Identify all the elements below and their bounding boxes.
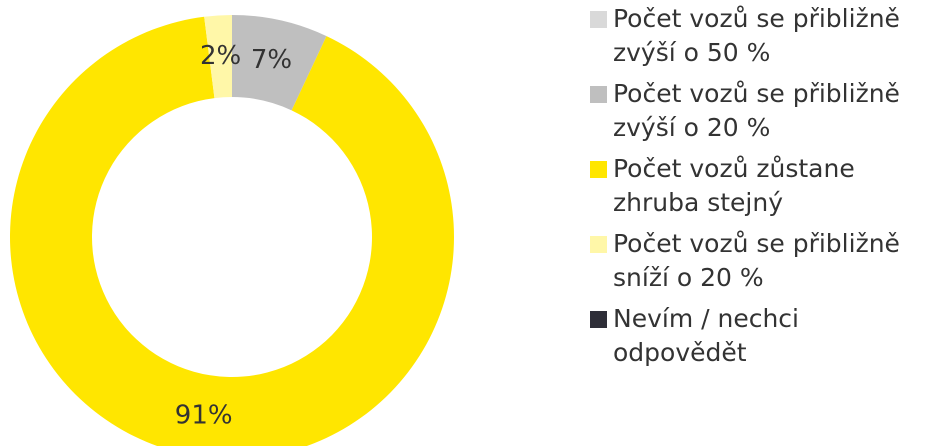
slice [204,15,232,99]
data-label: 91% [175,400,233,430]
legend-item: Počet vozů zůstane zhruba stejný [590,152,925,220]
data-label: 2% [200,41,241,71]
slice [10,16,454,446]
legend-label: Nevím / nechci odpovědět [613,304,799,367]
legend-swatch [590,11,607,28]
legend-label: Počet vozů se přibližně zvýší o 20 % [613,79,900,142]
slice [232,15,327,111]
legend-swatch [590,236,607,253]
donut: 7% 91% 2% [10,15,454,446]
legend-swatch [590,161,607,178]
legend-item: Počet vozů se přibližně zvýší o 20 % [590,77,925,145]
legend-item: Počet vozů se přibližně zvýší o 50 % [590,2,925,70]
legend-item: Počet vozů se přibližně sníží o 20 % [590,227,925,295]
legend-item: Nevím / nechci odpovědět [590,302,925,370]
legend-label: Počet vozů se přibližně sníží o 20 % [613,229,900,292]
legend-swatch [590,86,607,103]
legend-swatch [590,311,607,328]
legend: Počet vozů se přibližně zvýší o 50 % Poče… [590,2,925,370]
data-label: 7% [251,45,292,75]
legend-label: Počet vozů zůstane zhruba stejný [613,154,855,217]
legend-label: Počet vozů se přibližně zvýší o 50 % [613,4,900,67]
